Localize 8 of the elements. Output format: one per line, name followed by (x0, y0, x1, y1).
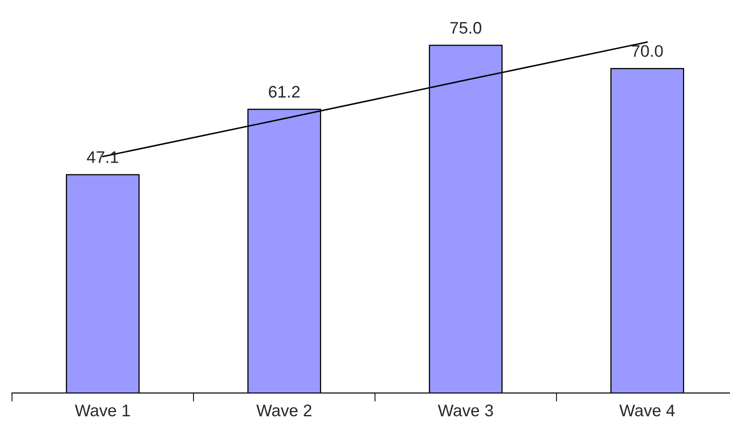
data-label: 47.1 (86, 151, 118, 163)
x-tick-label: Wave 2 (256, 404, 312, 416)
x-tick-label: Wave 3 (438, 404, 493, 416)
data-label: 61.2 (268, 86, 300, 98)
x-tick-label: Wave 4 (619, 404, 675, 416)
data-label: 75.0 (450, 22, 482, 34)
data-label: 70.0 (632, 45, 663, 57)
x-tick-label: Wave 1 (74, 404, 130, 416)
